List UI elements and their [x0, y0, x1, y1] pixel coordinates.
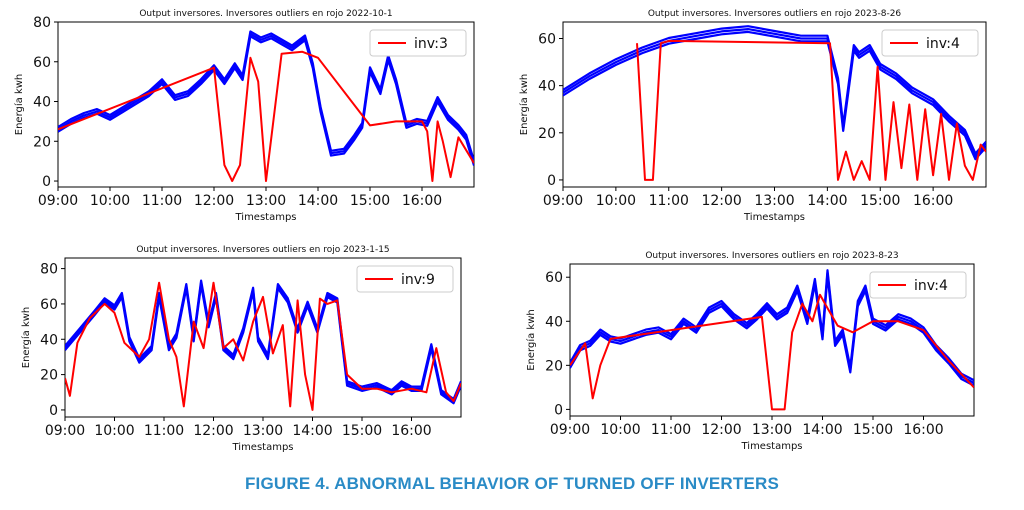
chart-panel-3: Output inversores. Inversores outliers e…: [20, 245, 462, 453]
lines-group: [563, 25, 986, 181]
x-tick-label: 15:00: [860, 193, 900, 209]
x-tick-label: 09:00: [45, 423, 85, 439]
x-axis-label: Timestamps: [743, 212, 805, 223]
y-tick-label: 0: [554, 402, 563, 418]
legend-label: inv:4: [914, 278, 948, 294]
y-tick-label: 60: [33, 55, 51, 71]
chart-title: Output inversores. Inversores outliers e…: [139, 9, 392, 19]
normal-series-line: [563, 25, 986, 155]
x-tick-label: 15:00: [350, 193, 390, 209]
normal-series-line: [58, 32, 474, 164]
legend-box: [356, 265, 454, 293]
y-tick-label: 60: [538, 32, 556, 48]
y-tick-label: 80: [33, 15, 51, 31]
x-tick-label: 10:00: [596, 193, 636, 209]
x-axis-label: Timestamps: [234, 212, 296, 223]
x-tick-label: 12:00: [701, 422, 741, 438]
y-tick-label: 80: [40, 262, 58, 278]
outlier-series-line: [65, 281, 461, 411]
y-axis-label: Energía kwh: [13, 74, 25, 135]
y-tick-label: 20: [33, 134, 51, 150]
x-tick-label: 16:00: [391, 423, 431, 439]
y-tick-label: 20: [545, 358, 563, 374]
y-tick-label: 40: [40, 332, 58, 348]
x-tick-label: 16:00: [903, 422, 943, 438]
x-tick-label: 14:00: [292, 423, 332, 439]
y-tick-label: 40: [33, 95, 51, 111]
chart-panel-1: Output inversores. Inversores outliers e…: [13, 9, 475, 223]
x-axis-label: Timestamps: [231, 442, 293, 453]
y-axis-label: Energía kwh: [20, 307, 32, 368]
legend-label: inv:4: [926, 36, 960, 52]
legend-box: [869, 271, 967, 299]
normal-series-line: [58, 35, 474, 166]
x-tick-label: 12:00: [193, 423, 233, 439]
outlier-series-line: [58, 50, 474, 182]
x-tick-label: 10:00: [94, 423, 134, 439]
chart-title: Output inversores. Inversores outliers e…: [645, 251, 898, 261]
x-tick-label: 14:00: [298, 193, 338, 209]
normal-series-line: [570, 274, 974, 387]
chart-title: Output inversores. Inversores outliers e…: [136, 245, 389, 255]
y-axis-label: Energía kwh: [518, 74, 530, 135]
x-tick-label: 16:00: [402, 193, 442, 209]
figure-caption: FIGURE 4. ABNORMAL BEHAVIOR OF TURNED OF…: [244, 474, 780, 493]
y-axis-label: Energía kwh: [525, 309, 537, 370]
y-tick-label: 60: [545, 270, 563, 286]
outlier-series-line: [570, 293, 974, 411]
y-tick-label: 20: [40, 368, 58, 384]
x-tick-label: 11:00: [651, 422, 691, 438]
x-tick-label: 14:00: [802, 422, 842, 438]
lines-group: [570, 269, 974, 411]
y-tick-label: 60: [40, 297, 58, 313]
y-tick-label: 0: [49, 403, 58, 419]
x-tick-label: 15:00: [853, 422, 893, 438]
x-tick-label: 13:00: [246, 193, 286, 209]
lines-group: [58, 30, 474, 182]
y-tick-label: 0: [42, 174, 51, 190]
x-tick-label: 12:00: [194, 193, 234, 209]
y-tick-label: 40: [538, 79, 556, 95]
lines-group: [65, 279, 461, 411]
x-tick-label: 11:00: [142, 193, 182, 209]
y-tick-label: 20: [538, 126, 556, 142]
normal-series-line: [570, 269, 974, 382]
x-tick-label: 09:00: [38, 193, 78, 209]
y-tick-label: 0: [547, 173, 556, 189]
x-tick-label: 13:00: [243, 423, 283, 439]
x-tick-label: 11:00: [144, 423, 184, 439]
x-tick-label: 12:00: [701, 193, 741, 209]
x-tick-label: 16:00: [913, 193, 953, 209]
x-tick-label: 13:00: [754, 193, 794, 209]
x-tick-label: 11:00: [649, 193, 689, 209]
legend-label: inv:3: [414, 36, 448, 52]
x-tick-label: 09:00: [550, 422, 590, 438]
chart-panel-2: Output inversores. Inversores outliers e…: [518, 9, 987, 223]
legend-box: [881, 29, 979, 57]
outlier-series-line: [636, 39, 986, 181]
legend-box: [369, 29, 467, 57]
x-tick-label: 13:00: [752, 422, 792, 438]
legend-label: inv:9: [401, 272, 435, 288]
normal-series-line: [65, 279, 461, 401]
x-axis-label: Timestamps: [740, 441, 802, 452]
x-tick-label: 09:00: [543, 193, 583, 209]
x-tick-label: 15:00: [342, 423, 382, 439]
chart-panel-4: Output inversores. Inversores outliers e…: [525, 251, 975, 452]
x-tick-label: 10:00: [600, 422, 640, 438]
y-tick-label: 40: [545, 314, 563, 330]
chart-title: Output inversores. Inversores outliers e…: [648, 9, 902, 19]
x-tick-label: 14:00: [807, 193, 847, 209]
x-tick-label: 10:00: [90, 193, 130, 209]
